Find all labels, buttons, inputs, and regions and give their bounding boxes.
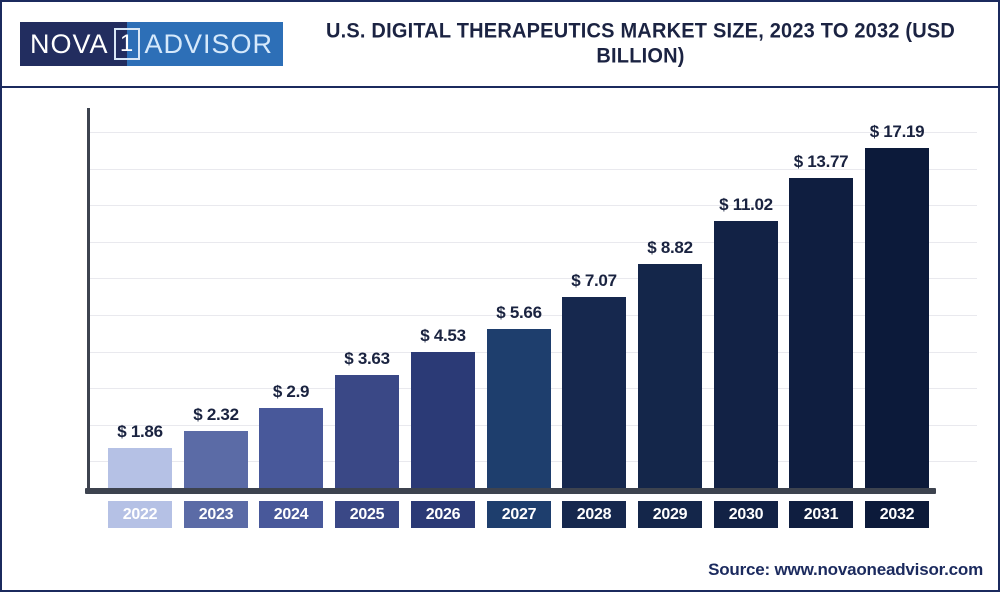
- bar-2024: [259, 408, 323, 488]
- year-label-2023: 2023: [184, 501, 248, 528]
- bar-chart: $ 1.86 2022 $ 2.32 2023 $ 2.9 2024 $ 3.63 2025 $…: [2, 88, 998, 548]
- logo-one-box: 1: [113, 28, 140, 60]
- bar-2032: [865, 148, 929, 488]
- header: NOVA 1 ADVISOR U.S. DIGITAL THERAPEUTICS…: [2, 2, 998, 88]
- year-label-2026: 2026: [411, 501, 475, 528]
- logo-nova-segment: NOVA: [20, 22, 111, 66]
- year-label-2031: 2031: [789, 501, 853, 528]
- year-label-2030: 2030: [714, 501, 778, 528]
- year-label-2032: 2032: [865, 501, 929, 528]
- bar-value-label-2032: $ 17.19: [869, 122, 925, 141]
- bar-value-label-2029: $ 8.82: [647, 238, 693, 257]
- year-label-2022: 2022: [108, 501, 172, 528]
- bar-2029: [638, 264, 702, 488]
- gridline: [88, 278, 977, 280]
- bar-2025: [335, 375, 399, 488]
- source-text: Source: www.novaoneadvisor.com: [708, 560, 983, 579]
- bar-value-label-2027: $ 5.66: [496, 303, 542, 322]
- year-label-2029: 2029: [638, 501, 702, 528]
- gridline: [88, 168, 977, 170]
- year-label-2025: 2025: [335, 501, 399, 528]
- logo-one-segment: 1: [110, 22, 143, 66]
- bar-2026: [411, 352, 475, 488]
- y-axis-line: [87, 108, 90, 491]
- year-label-2024: 2024: [259, 501, 323, 528]
- bar-value-label-2030: $ 11.02: [719, 195, 773, 214]
- bar-2023: [184, 431, 248, 488]
- year-label-2027: 2027: [487, 501, 551, 528]
- nova-one-advisor-logo: NOVA 1 ADVISOR: [20, 22, 284, 66]
- bar-2027: [487, 329, 551, 488]
- gridline: [88, 241, 977, 243]
- gridline: [88, 315, 977, 316]
- logo-advisor-segment: ADVISOR: [142, 22, 284, 66]
- bar-value-label-2023: $ 2.32: [193, 405, 239, 424]
- bar-value-label-2031: $ 13.77: [793, 152, 849, 171]
- bar-2028: [562, 297, 626, 488]
- gridline: [88, 132, 977, 133]
- bar-value-label-2026: $ 4.53: [420, 326, 466, 345]
- bar-value-label-2028: $ 7.07: [571, 271, 617, 290]
- bar-value-label-2022: $ 1.86: [117, 422, 163, 441]
- x-axis-line: [85, 488, 936, 494]
- bar-2030: [714, 221, 778, 488]
- gridline: [88, 205, 977, 207]
- bar-value-label-2024: $ 2.9: [272, 382, 310, 401]
- chart-title: U.S. DIGITAL THERAPEUTICS MARKET SIZE, 2…: [325, 19, 956, 68]
- bar-value-label-2025: $ 3.63: [344, 349, 390, 368]
- bar-2022: [108, 448, 172, 488]
- year-label-2028: 2028: [562, 501, 626, 528]
- bar-2031: [789, 178, 853, 488]
